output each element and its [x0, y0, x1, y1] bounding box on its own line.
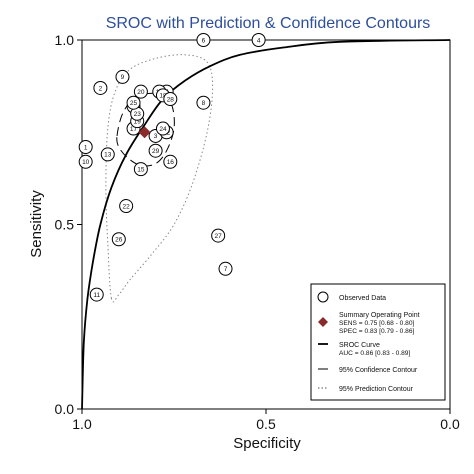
observed-point-marker — [111, 232, 126, 247]
observed-point: 15 — [133, 162, 148, 177]
observed-point-label: 8 — [202, 100, 206, 107]
legend-text-prediction: 95% Prediction Contour — [339, 386, 414, 393]
observed-point-label: 19 — [134, 118, 142, 125]
y-axis-label: Sensitivity — [28, 190, 45, 258]
observed-point-marker — [163, 154, 178, 169]
sroc-curve — [81, 39, 451, 410]
observed-point-marker — [119, 199, 134, 214]
observed-point-label: 27 — [215, 233, 223, 240]
chart-title: SROC with Prediction & Confidence Contou… — [106, 15, 431, 32]
observed-point-marker — [148, 143, 163, 158]
observed-point-label: 26 — [115, 237, 123, 244]
observed-point-marker — [133, 162, 148, 177]
observed-point: 20 — [133, 84, 148, 99]
legend-text-summary: Summary Operating Point — [339, 312, 420, 319]
x-tick-label: 1.0 — [72, 416, 92, 432]
observed-point-marker — [155, 121, 170, 136]
observed-point: 9 — [115, 69, 130, 84]
observed-point-marker — [78, 154, 93, 169]
observed-point: 6 — [196, 33, 211, 47]
observed-point-label: 15 — [137, 166, 145, 173]
legend-text-summary: SENS = 0.75 [0.68 - 0.80] — [339, 320, 414, 327]
observed-point-label: 4 — [257, 37, 261, 44]
observed-point-label: 7 — [224, 266, 228, 273]
observed-point-label: 25 — [130, 100, 138, 107]
observed-point-label: 24 — [159, 126, 167, 133]
observed-point-label: 16 — [167, 159, 175, 166]
y-tick-label: 1.0 — [55, 32, 75, 48]
observed-point-marker — [115, 69, 130, 84]
observed-point: 24 — [155, 121, 170, 136]
legend-text-sroc: SROC Curve — [339, 342, 380, 349]
observed-point-label: 6 — [202, 37, 206, 44]
observed-point: 10 — [78, 154, 93, 169]
observed-point: 1 — [78, 140, 93, 155]
x-tick-label: 0.5 — [256, 416, 276, 432]
observed-point-label: 22 — [123, 203, 131, 210]
observed-point-label: 11 — [93, 292, 100, 299]
axes: 1.0 0.5 0.0 0.0 0.5 1.0 — [55, 32, 460, 432]
observed-point: 7 — [218, 261, 233, 276]
observed-point-marker — [93, 80, 108, 95]
observed-point-label: 1 — [84, 144, 88, 151]
observed-point: 26 — [111, 232, 126, 247]
observed-point: 11 — [89, 287, 104, 302]
observed-point-label: 18 — [159, 93, 167, 100]
observed-point: 25 — [126, 95, 141, 110]
legend-observed-icon — [317, 291, 329, 303]
legend-text-confidence: 95% Confidence Contour — [339, 367, 418, 374]
observed-point-label: 13 — [104, 152, 112, 159]
legend-text-observed: Observed Data — [339, 295, 386, 302]
observed-point-label: 10 — [82, 159, 90, 166]
y-tick-label: 0.0 — [55, 401, 75, 417]
observed-point: 2 — [93, 80, 108, 95]
observed-point: 16 — [163, 154, 178, 169]
observed-point-marker — [163, 92, 178, 107]
observed-point: 13 — [100, 147, 115, 162]
observed-point: 27 — [211, 228, 226, 243]
legend-box — [310, 283, 446, 401]
y-tick-label: 0.5 — [55, 217, 75, 233]
observed-point: 8 — [196, 95, 211, 110]
observed-point-label: 20 — [137, 89, 145, 96]
observed-point-marker — [211, 228, 226, 243]
legend-text-sroc: AUC = 0.86 [0.83 - 0.89] — [339, 350, 410, 357]
prediction-contour — [105, 54, 214, 303]
observed-point-marker — [133, 84, 148, 99]
observed-point-label: 29 — [152, 148, 160, 155]
observed-point-marker — [89, 287, 104, 302]
observed-point-label: 23 — [134, 111, 142, 118]
observed-point-label: 9 — [121, 74, 125, 81]
observed-point: 28 — [163, 92, 178, 107]
x-axis-label: Specificity — [233, 435, 301, 452]
observed-point: 22 — [119, 199, 134, 214]
legend: Observed Data Summary Operating PointSENS… — [310, 283, 446, 401]
observed-point-marker — [251, 33, 266, 47]
observed-point-marker — [100, 147, 115, 162]
observed-point-label: 2 — [99, 85, 103, 92]
observed-point-label: 17 — [130, 126, 138, 133]
observed-point-label: 28 — [167, 96, 175, 103]
legend-text-summary: SPEC = 0.83 [0.79 - 0.86] — [339, 328, 414, 335]
summary-operating-point — [138, 126, 151, 139]
observed-point-marker — [196, 95, 211, 110]
observed-point-marker — [78, 140, 93, 155]
observed-point-marker — [126, 95, 141, 110]
x-tick-label: 0.0 — [440, 416, 460, 432]
observed-point: 4 — [251, 33, 266, 47]
plot-area: 1234567891011121314151617181920212223242… — [78, 33, 451, 410]
legend-summary-icon — [318, 317, 328, 327]
observed-point-label: 3 — [154, 133, 158, 140]
observed-point-marker — [218, 261, 233, 276]
observed-point-marker — [196, 33, 211, 47]
observed-point: 29 — [148, 143, 163, 158]
